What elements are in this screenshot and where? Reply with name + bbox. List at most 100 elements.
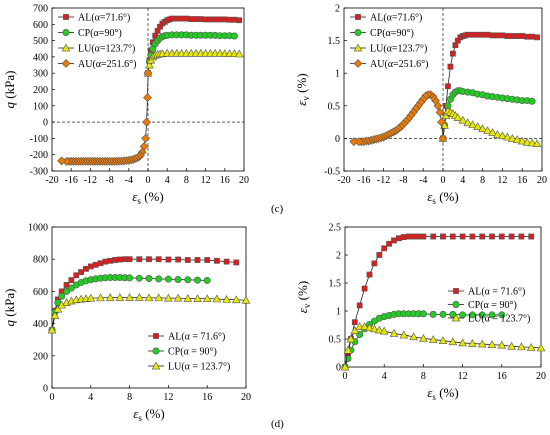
data-point [361, 285, 368, 292]
data-point [370, 324, 379, 333]
data-point [67, 284, 75, 292]
data-point [379, 326, 389, 335]
legend-marker [62, 28, 70, 36]
data-point [231, 16, 238, 23]
data-point [389, 328, 399, 337]
data-point [512, 135, 522, 144]
data-point [73, 272, 80, 279]
x-tick-label: 20 [537, 175, 547, 186]
y-tick-label: 1 [335, 69, 340, 80]
data-point [498, 233, 505, 240]
data-point [223, 258, 230, 265]
data-point [115, 293, 125, 301]
x-tick-label: 20 [239, 175, 249, 186]
data-point [517, 136, 527, 145]
data-point [136, 256, 143, 263]
legend-label: AL(α=71.6°) [370, 13, 422, 24]
legend-marker [151, 361, 161, 370]
data-point [507, 133, 517, 142]
data-point [366, 271, 373, 278]
data-point [469, 31, 476, 38]
y-axis-label: εv (%) [295, 281, 312, 313]
data-point [477, 339, 487, 348]
data-point [468, 311, 476, 319]
y-tick-label: 0 [43, 118, 48, 129]
legend-label: AU(α=251.6°) [78, 59, 136, 70]
data-point [448, 337, 458, 346]
data-point [524, 33, 531, 40]
data-point [453, 113, 463, 121]
panel-label-d: (d) [271, 418, 284, 430]
data-point [519, 33, 526, 39]
data-point [126, 256, 133, 263]
legend-marker [354, 28, 362, 36]
data-point [234, 49, 244, 58]
data-point [478, 124, 487, 132]
y-tick-label: 2.5 [329, 223, 342, 234]
y-tick-label: 0 [336, 363, 341, 374]
data-point [526, 342, 536, 351]
data-point [135, 274, 143, 282]
y-tick-label: 600 [33, 287, 48, 298]
data-point [183, 294, 193, 302]
data-point [174, 275, 182, 283]
data-point [231, 295, 241, 304]
x-tick-label: 12 [497, 175, 507, 186]
data-point [498, 131, 507, 140]
series-0 [145, 15, 243, 77]
y-tick-label: -100 [30, 134, 48, 145]
data-point [405, 233, 412, 240]
data-point [420, 233, 427, 240]
data-point [468, 120, 478, 129]
y-tick-label: 200 [33, 85, 48, 96]
data-point [487, 340, 497, 348]
data-point [221, 16, 228, 23]
data-point [483, 126, 492, 134]
data-point [346, 334, 356, 343]
legend-marker [353, 43, 363, 52]
data-point [507, 341, 516, 350]
data-point [178, 15, 185, 22]
data-point [141, 133, 151, 143]
x-tick-label: -16 [65, 175, 78, 186]
x-tick-label: -20 [45, 175, 58, 186]
plot-frame [344, 226, 542, 368]
data-point [340, 362, 350, 371]
data-point [203, 276, 211, 284]
legend-label: LU(α = 123.7°) [468, 314, 530, 325]
data-point [117, 256, 123, 263]
legend-label: LU(α = 123.7°) [168, 362, 230, 373]
data-point [207, 16, 214, 23]
series-0 [49, 256, 240, 333]
legend-marker [153, 333, 159, 339]
data-point [241, 295, 251, 304]
legend-label: AL(α = 71.6°) [468, 287, 525, 298]
data-point [386, 240, 392, 247]
x-tick-label: 0 [146, 175, 151, 186]
data-point [488, 311, 496, 319]
data-point [447, 63, 454, 70]
data-point [68, 277, 75, 284]
data-point [494, 32, 501, 39]
data-point [351, 319, 358, 326]
legend-label: AL(α=71.6°) [78, 13, 130, 24]
data-point [142, 117, 151, 127]
data-point [63, 287, 71, 295]
data-point [517, 342, 526, 351]
data-point [105, 293, 115, 301]
data-point [57, 156, 67, 166]
data-point [86, 293, 96, 302]
series-2 [340, 322, 546, 371]
data-point [212, 294, 222, 303]
data-point [112, 257, 118, 263]
data-point [236, 17, 243, 24]
legend-label: LU(α=123.7°) [78, 44, 135, 55]
y-tick-label: 100 [33, 101, 48, 112]
data-point [173, 15, 180, 22]
x-tick-label: 4 [88, 392, 93, 403]
data-point [479, 233, 486, 240]
data-point [438, 336, 448, 345]
data-point [107, 257, 114, 264]
data-point [143, 93, 152, 103]
x-tick-label: -16 [357, 175, 370, 186]
